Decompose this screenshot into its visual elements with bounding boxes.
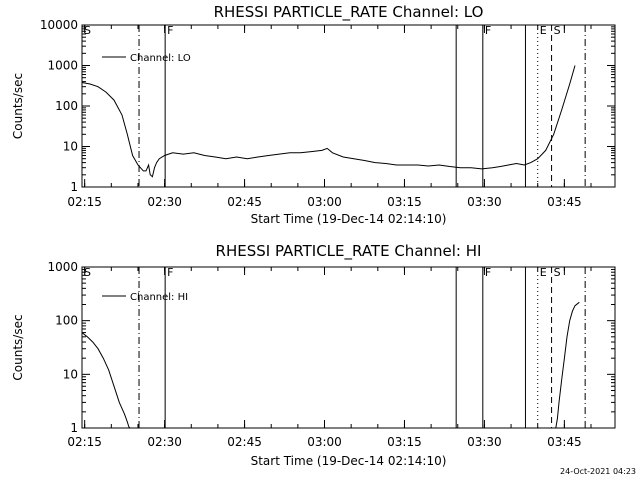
x-tick-label: 02:30 <box>147 195 182 209</box>
y-tick-label: 10 <box>63 367 78 381</box>
series-line <box>555 301 580 429</box>
x-tick-label: 02:45 <box>227 195 262 209</box>
event-marker-label: F <box>485 266 491 279</box>
legend-label: Channel: HI <box>130 292 188 303</box>
y-tick-label: 100 <box>55 99 78 113</box>
chart-panel-hi: RHESSI PARTICLE_RATE Channel: HI 1 10 100 10… <box>11 242 616 468</box>
y-axis-label: Counts/sec <box>11 73 25 139</box>
x-tick-label: 03:30 <box>467 435 502 449</box>
y-axis-label: Counts/sec <box>11 314 25 380</box>
x-tick-label: 02:45 <box>227 435 262 449</box>
x-tick-label: 02:15 <box>67 195 102 209</box>
y-tick-label: 1 <box>70 180 78 194</box>
x-axis-label: Start Time (19-Dec-14 02:14:10) <box>251 212 447 226</box>
event-marker-label: E <box>540 24 547 37</box>
event-marker-label: F <box>167 24 173 37</box>
x-tick-label: 03:00 <box>307 195 342 209</box>
event-marker-label: S <box>554 24 561 37</box>
x-tick-label: 03:45 <box>547 195 582 209</box>
x-tick-label: 02:15 <box>67 435 102 449</box>
event-marker-label: F <box>167 266 173 279</box>
x-tick-label: 03:15 <box>387 435 422 449</box>
x-tick-label: 03:00 <box>307 435 342 449</box>
chart-panel-lo: RHESSI PARTICLE_RATE Channel: LO 1 10 100 10… <box>11 3 616 226</box>
timestamp: 24-Oct-2021 04:23 <box>560 467 636 476</box>
series-line <box>81 65 576 178</box>
legend-label: Channel: LO <box>130 53 191 64</box>
event-marker-label: E <box>540 266 547 279</box>
y-tick-label: 10000 <box>40 18 78 32</box>
x-tick-label: 02:30 <box>147 435 182 449</box>
y-tick-label: 100 <box>55 314 78 328</box>
plot-frame <box>81 24 616 188</box>
x-tick-label: 03:30 <box>467 195 502 209</box>
chart-title: RHESSI PARTICLE_RATE Channel: HI <box>216 242 482 261</box>
y-tick-label: 1000 <box>47 59 78 73</box>
x-axis-label: Start Time (19-Dec-14 02:14:10) <box>251 454 447 468</box>
event-marker-label: S <box>84 266 91 279</box>
x-tick-label: 03:45 <box>547 435 582 449</box>
x-tick-label: 03:15 <box>387 195 422 209</box>
y-tick-label: 10 <box>63 140 78 154</box>
event-marker-label: S <box>554 266 561 279</box>
event-marker-label: S <box>84 24 91 37</box>
event-marker-label: F <box>485 24 491 37</box>
series-line <box>81 332 131 429</box>
y-tick-label: 1 <box>70 421 78 435</box>
chart-title: RHESSI PARTICLE_RATE Channel: LO <box>214 3 484 22</box>
y-tick-label: 1000 <box>47 260 78 274</box>
